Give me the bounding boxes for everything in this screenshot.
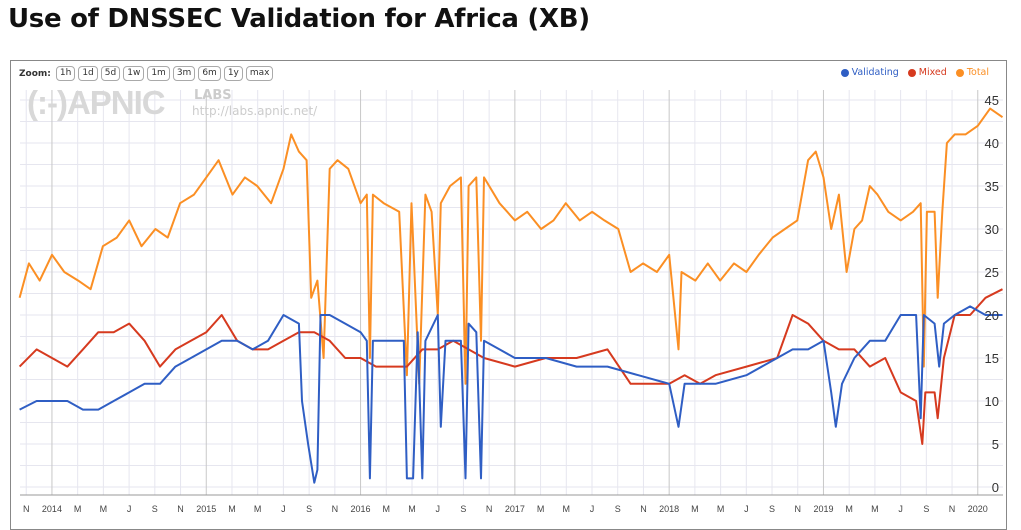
x-tick-label: N [949, 504, 956, 514]
y-tick-label: 35 [985, 179, 999, 194]
series-line-validating [19, 305, 1003, 484]
apnic-labs-watermark: (:-)APNIC LABS http://labs.apnic.net/ [27, 84, 317, 122]
x-tick-label: J [590, 504, 595, 514]
x-tick-label: N [23, 504, 30, 514]
x-tick-label: S [152, 504, 158, 514]
x-tick-label: N [486, 504, 493, 514]
legend-item-mixed[interactable]: Mixed [907, 67, 947, 78]
x-tick-label: M [563, 504, 571, 514]
y-tick-label: 5 [992, 437, 999, 452]
legend-label: Validating [851, 67, 899, 78]
x-tick-label: M [408, 504, 416, 514]
y-tick-label: 45 [985, 93, 999, 108]
y-tick-label: 25 [985, 265, 999, 280]
x-tick-label: M [74, 504, 82, 514]
watermark-logo: (:-)APNIC [27, 84, 166, 121]
x-tick-label: S [769, 504, 775, 514]
x-tick-label: 2016 [351, 504, 371, 514]
x-tick-label: 2014 [42, 504, 62, 514]
zoom-1m-button[interactable]: 1m [147, 66, 170, 81]
y-tick-label: 20 [985, 308, 999, 323]
x-tick-label: N [177, 504, 184, 514]
zoom-max-button[interactable]: max [245, 66, 274, 81]
zoom-bar: Zoom: 1h 1d 5d 1w 1m 3m 6m 1y max [19, 66, 274, 81]
x-tick-label: 2020 [968, 504, 988, 514]
series-line-mixed [18, 288, 1003, 445]
x-tick-label: M [691, 504, 699, 514]
x-tick-label: J [127, 504, 132, 514]
legend-item-total[interactable]: Total [955, 67, 989, 78]
x-tick-label: J [898, 504, 903, 514]
zoom-1y-button[interactable]: 1y [223, 66, 243, 81]
zoom-3m-button[interactable]: 3m [172, 66, 196, 81]
series-line-total [18, 107, 1004, 385]
y-tick-label: 40 [985, 136, 999, 151]
x-tick-label: N [332, 504, 339, 514]
chart-legend: Validating Mixed Total [840, 67, 989, 78]
x-tick-label: 2019 [813, 504, 833, 514]
zoom-1w-button[interactable]: 1w [123, 66, 145, 81]
x-tick-label: S [923, 504, 929, 514]
x-tick-label: M [100, 504, 108, 514]
x-tick-label: S [460, 504, 466, 514]
legend-dot-icon [955, 68, 964, 77]
x-tick-label: J [744, 504, 749, 514]
x-tick-label: 2017 [505, 504, 525, 514]
y-tick-label: 10 [985, 394, 999, 409]
legend-item-validating[interactable]: Validating [840, 67, 899, 78]
legend-label: Total [966, 67, 989, 78]
y-tick-label: 0 [992, 480, 999, 495]
x-tick-label: M [717, 504, 725, 514]
watermark-labs: LABS [194, 88, 232, 103]
x-tick-label: J [435, 504, 440, 514]
legend-dot-icon [840, 68, 849, 77]
x-tick-label: J [281, 504, 286, 514]
zoom-5d-button[interactable]: 5d [100, 66, 121, 81]
zoom-label: Zoom: [19, 68, 51, 79]
x-tick-label: M [383, 504, 391, 514]
zoom-1d-button[interactable]: 1d [78, 66, 98, 81]
x-tick-label: M [537, 504, 545, 514]
legend-dot-icon [907, 68, 916, 77]
legend-label: Mixed [918, 67, 947, 78]
x-tick-label: N [794, 504, 801, 514]
x-tick-label: M [254, 504, 262, 514]
x-tick-label: 2015 [196, 504, 216, 514]
page-title: Use of DNSSEC Validation for Africa (XB) [8, 4, 590, 34]
x-tick-label: 2018 [659, 504, 679, 514]
x-tick-label: M [845, 504, 853, 514]
x-tick-label: S [306, 504, 312, 514]
x-tick-label: M [871, 504, 879, 514]
x-tick-label: M [228, 504, 236, 514]
watermark-url: http://labs.apnic.net/ [192, 104, 318, 118]
x-tick-label: N [640, 504, 647, 514]
zoom-6m-button[interactable]: 6m [198, 66, 221, 81]
y-tick-label: 15 [985, 351, 999, 366]
x-tick-label: S [615, 504, 621, 514]
zoom-1h-button[interactable]: 1h [55, 66, 76, 81]
y-tick-label: 30 [985, 222, 999, 237]
